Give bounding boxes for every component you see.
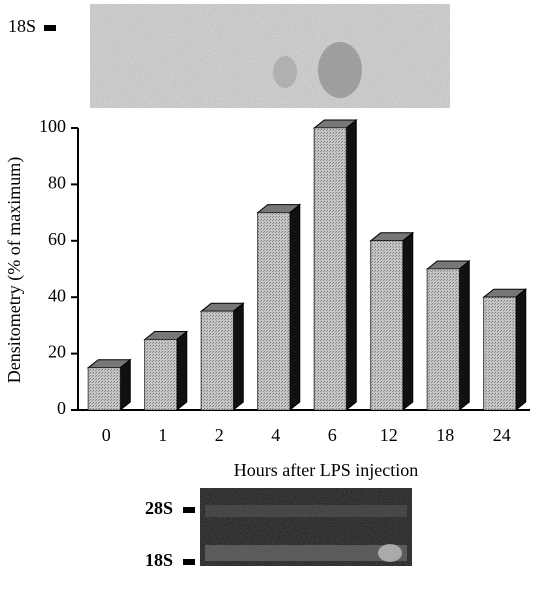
bottom-blot — [200, 488, 412, 566]
blot-label: 18S — [145, 550, 173, 570]
bar-side — [346, 120, 356, 410]
blot-marker — [183, 507, 195, 513]
x-tick-label: 24 — [493, 425, 511, 445]
blot-label: 28S — [145, 498, 173, 518]
bar-side — [403, 233, 413, 410]
bar-texture — [484, 297, 516, 410]
x-tick-label: 0 — [102, 425, 111, 445]
x-axis-label: Hours after LPS injection — [234, 460, 418, 480]
bar-texture — [201, 311, 233, 410]
y-tick-label: 20 — [48, 342, 66, 362]
bar-texture — [258, 213, 290, 410]
y-tick-label: 80 — [48, 173, 66, 193]
bar-texture — [88, 368, 120, 410]
x-tick-label: 6 — [328, 425, 337, 445]
x-tick-label: 2 — [215, 425, 224, 445]
blot-marker — [183, 559, 195, 565]
bar-texture — [145, 340, 177, 411]
x-tick-label: 1 — [158, 425, 167, 445]
bar-texture — [371, 241, 403, 410]
bar-texture — [314, 128, 346, 410]
x-tick-label: 4 — [271, 425, 280, 445]
y-tick-label: 60 — [48, 229, 66, 249]
bar-texture — [427, 269, 459, 410]
bar-side — [233, 303, 243, 410]
bar-side — [290, 205, 300, 410]
y-axis-label: Densitometry (% of maximum) — [4, 157, 25, 383]
y-tick-label: 0 — [57, 398, 66, 418]
y-tick-label: 100 — [39, 116, 66, 136]
blot-marker — [44, 25, 56, 31]
figure: 18S 28S 18S Densitometry (% of maximum) … — [0, 0, 540, 590]
y-tick-label: 40 — [48, 285, 66, 305]
page: 18S 28S 18S Densitometry (% of maximum) … — [0, 0, 540, 590]
bar-side — [120, 360, 130, 410]
bar-side — [459, 261, 469, 410]
top-blot — [90, 4, 450, 108]
x-tick-label: 18 — [436, 425, 454, 445]
bar-side — [177, 332, 187, 411]
bar-side — [516, 289, 526, 410]
blot-label: 18S — [8, 16, 36, 36]
x-tick-label: 12 — [380, 425, 398, 445]
